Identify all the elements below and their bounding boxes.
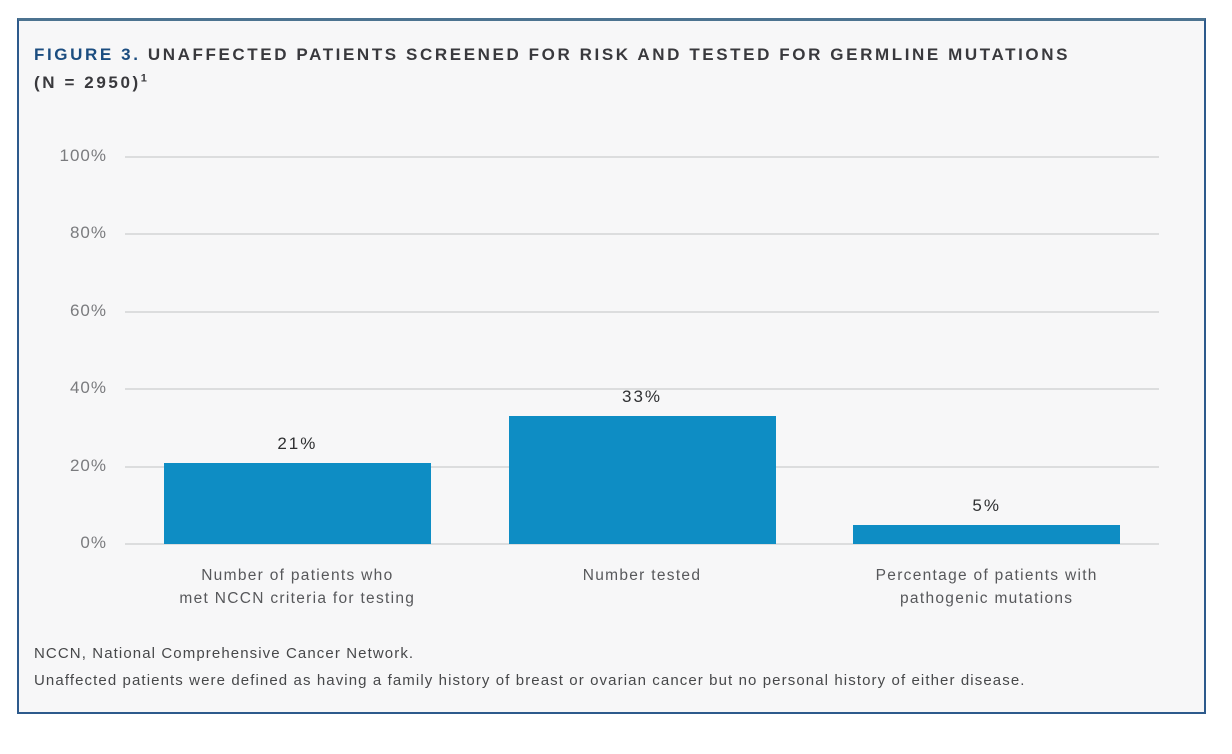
category-label: Number of patients who met NCCN criteria … [179, 567, 416, 607]
gridline [125, 543, 1159, 545]
y-axis-tick-label: 60% [69, 300, 107, 320]
gridline [125, 233, 1159, 236]
bar-chart-plot-area: 0% 20% 40% 60% 80% 100% 21% 33% 5% [60, 146, 1159, 552]
bar-value-label: 33% [621, 387, 663, 407]
figure-title-n: (N = 2950) [34, 73, 141, 92]
bar-value-label: 21% [277, 433, 318, 453]
gridline [125, 388, 1159, 391]
bar-1: 21% [163, 434, 431, 544]
y-axis-tick-label: 80% [69, 223, 107, 243]
bar-value-label: 5% [972, 495, 1001, 515]
figure-footnotes: NCCN, National Comprehensive Cancer Netw… [34, 640, 1194, 694]
y-axis-tick-label: 40% [69, 378, 107, 398]
bar-2: 33% [508, 387, 776, 544]
figure-title: FIGURE 3. UNAFFECTED PATIENTS SCREENED F… [34, 41, 1154, 97]
gridline [125, 310, 1159, 313]
y-axis-tick-label: 0% [80, 533, 107, 552]
footnote-line: NCCN, National Comprehensive Cancer Netw… [34, 645, 415, 662]
figure-label: FIGURE 3. [34, 45, 141, 64]
figure-card: FIGURE 3. UNAFFECTED PATIENTS SCREENED F… [17, 18, 1206, 714]
footnote-line: Unaffected patients were defined as havi… [34, 672, 1026, 689]
figure-title-text: UNAFFECTED PATIENTS SCREENED FOR RISK AN… [147, 45, 1071, 64]
y-axis-tick-label: 20% [69, 455, 107, 475]
category-label: Number tested [582, 567, 702, 584]
category-label: Percentage of patients with pathogenic mu… [875, 567, 1098, 607]
reference-marker: 1 [140, 72, 148, 85]
x-axis-category-row: Number of patients who met NCCN criteria … [125, 564, 1159, 610]
bar-3: 5% [853, 496, 1121, 544]
gridline [125, 156, 1159, 158]
y-axis-tick-label: 100% [59, 146, 107, 165]
